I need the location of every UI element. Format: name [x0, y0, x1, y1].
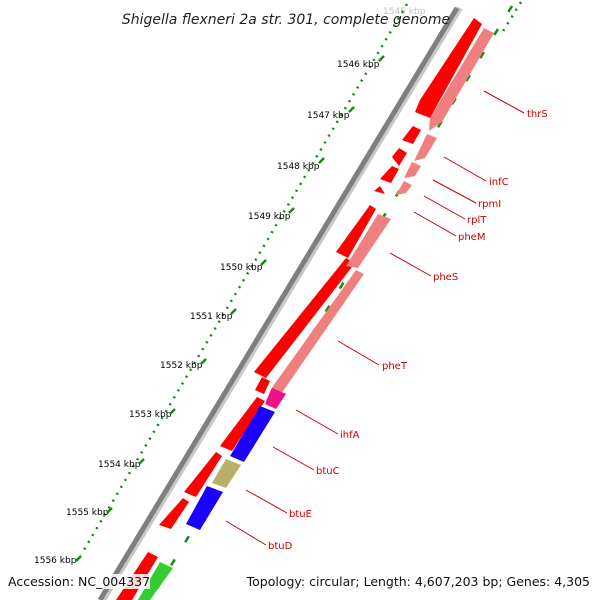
ihfA-block[interactable]: [265, 388, 286, 409]
leader-line: [389, 252, 432, 277]
gene-arrow[interactable]: [159, 498, 189, 529]
topology-label: Topology: circular; Length: 4,607,203 bp…: [246, 574, 590, 589]
genome-title: Shigella flexneri 2a str. 301, complete …: [122, 12, 450, 28]
gene-arrow[interactable]: [266, 270, 364, 401]
gene-arrow[interactable]: [254, 258, 355, 378]
gene-arrow[interactable]: [336, 205, 376, 258]
tick-mark: [288, 207, 295, 214]
gene-label-btuE[interactable]: btuE: [289, 509, 312, 520]
tick-mark: [230, 308, 237, 315]
btuD-block[interactable]: [186, 486, 223, 530]
btuE-block[interactable]: [212, 459, 241, 488]
scale-tick-labels: 1546 kbp 1547 kbp 1548 kbp 1549 kbp 1550…: [34, 60, 380, 566]
gene-label-pheS[interactable]: pheS: [433, 272, 458, 283]
tick-label: 1548 kbp: [277, 162, 320, 172]
reverse-strand-features: [138, 28, 494, 600]
tick-label: 1553 kbp: [129, 410, 172, 420]
gene-arrow[interactable]: [346, 214, 391, 268]
leader-line: [423, 195, 466, 220]
gene-label-btuD[interactable]: btuD: [268, 541, 293, 552]
gene-arrow[interactable]: [220, 397, 265, 451]
tick-mark: [318, 157, 325, 164]
leader-line: [413, 211, 457, 237]
gene-labels: thrS infC rpmI rplT pheM pheS pheT ihfA …: [268, 109, 548, 552]
leader-line: [272, 446, 315, 471]
tick-label: 1550 kbp: [220, 263, 263, 273]
gene-arrow[interactable]: [184, 452, 222, 497]
gene-arrow[interactable]: [374, 186, 385, 194]
gene-label-btuC[interactable]: btuC: [316, 466, 340, 477]
leader-line: [225, 520, 267, 546]
rRNA-block[interactable]: [138, 562, 173, 600]
tick-mark: [200, 358, 207, 365]
tick-label: 1552 kbp: [160, 361, 203, 371]
tick-mark: [169, 408, 176, 415]
gene-arrow[interactable]: [415, 18, 482, 118]
gene-arrow[interactable]: [380, 166, 399, 183]
tick-label: 1554 kbp: [98, 460, 141, 470]
gene-label-rpmI[interactable]: rpmI: [478, 199, 501, 210]
outer-dotted-ring: [79, 3, 409, 556]
tick-mark: [378, 55, 385, 62]
gene-arrow[interactable]: [414, 134, 437, 161]
leader-line: [337, 340, 380, 366]
backbone-shadow: [100, 6, 463, 600]
gene-arrow[interactable]: [402, 126, 421, 144]
genome-backbone: [97, 6, 460, 600]
tick-label: 1546 kbp: [337, 60, 380, 70]
tick-mark: [75, 555, 82, 562]
gene-leader-lines: [225, 90, 525, 546]
accession-label: Accession: NC_004337: [8, 574, 151, 589]
tick-mark: [260, 259, 267, 266]
right-dotted-ring: [498, 1, 523, 37]
scale-tick-marks: [75, 55, 385, 562]
gene-arrow[interactable]: [404, 162, 421, 178]
gene-label-pheT[interactable]: pheT: [382, 361, 408, 372]
tick-label-faded: 1545 kbp: [383, 7, 426, 17]
leader-line: [483, 90, 525, 114]
leader-line: [245, 489, 288, 514]
forward-strand-features: [116, 18, 482, 600]
btuC-block[interactable]: [230, 406, 275, 462]
tick-mark: [348, 106, 355, 113]
tick-label: 1551 kbp: [190, 312, 233, 322]
gene-label-rplT[interactable]: rplT: [467, 215, 487, 226]
gene-arrow[interactable]: [392, 148, 407, 166]
gene-label-thrS[interactable]: thrS: [527, 109, 548, 120]
leader-line: [443, 156, 487, 182]
tick-label: 1555 kbp: [66, 508, 109, 518]
tick-label: 1556 kbp: [34, 556, 77, 566]
tick-mark: [138, 458, 145, 465]
gene-label-ihfA[interactable]: ihfA: [340, 430, 360, 441]
tick-mark: [106, 507, 113, 514]
tick-label: 1547 kbp: [307, 111, 350, 121]
gene-arrow[interactable]: [255, 377, 270, 394]
gene-label-pheM[interactable]: pheM: [458, 232, 485, 243]
gene-arrow[interactable]: [396, 181, 412, 195]
gene-arrow[interactable]: [429, 28, 494, 131]
gene-label-infC[interactable]: infC: [489, 177, 509, 188]
leader-line: [295, 409, 339, 435]
leader-line: [432, 179, 477, 204]
tick-label: 1549 kbp: [248, 212, 291, 222]
